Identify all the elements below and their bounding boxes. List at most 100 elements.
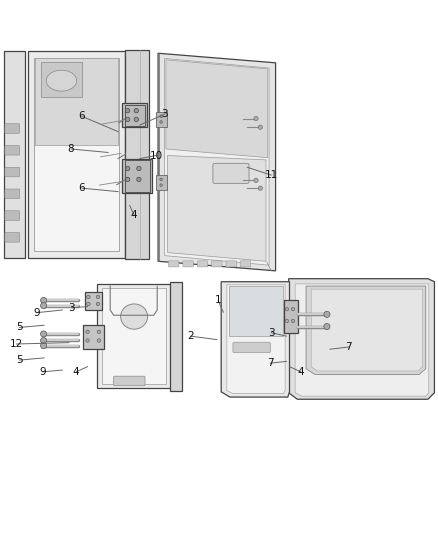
Circle shape: [86, 330, 89, 334]
Circle shape: [324, 324, 330, 329]
Text: 3: 3: [268, 328, 275, 337]
Polygon shape: [34, 58, 119, 251]
Circle shape: [97, 330, 101, 334]
Circle shape: [285, 319, 289, 322]
Ellipse shape: [46, 70, 77, 91]
Circle shape: [87, 302, 90, 305]
Polygon shape: [102, 288, 166, 384]
Polygon shape: [125, 50, 149, 259]
Text: 7: 7: [267, 358, 274, 368]
Text: 8: 8: [68, 144, 74, 154]
Polygon shape: [311, 289, 423, 371]
FancyBboxPatch shape: [5, 232, 20, 242]
Text: 4: 4: [131, 210, 138, 220]
Circle shape: [258, 186, 262, 190]
Text: 5: 5: [16, 355, 23, 365]
Polygon shape: [295, 284, 429, 396]
FancyBboxPatch shape: [5, 189, 20, 199]
Text: 3: 3: [161, 109, 168, 119]
Text: 7: 7: [346, 342, 352, 352]
Ellipse shape: [120, 304, 148, 329]
FancyBboxPatch shape: [5, 167, 20, 177]
Circle shape: [96, 302, 100, 305]
Circle shape: [125, 166, 130, 171]
Circle shape: [160, 120, 162, 123]
FancyBboxPatch shape: [156, 112, 167, 127]
Text: 6: 6: [78, 111, 85, 122]
Text: 4: 4: [73, 367, 80, 377]
Circle shape: [160, 184, 162, 187]
Circle shape: [291, 319, 295, 322]
Polygon shape: [4, 51, 25, 258]
Text: 6: 6: [78, 183, 85, 193]
FancyBboxPatch shape: [226, 261, 237, 267]
Circle shape: [160, 115, 162, 118]
Polygon shape: [35, 59, 118, 144]
Circle shape: [137, 177, 141, 182]
FancyBboxPatch shape: [156, 175, 167, 190]
FancyBboxPatch shape: [85, 292, 102, 310]
Polygon shape: [97, 284, 171, 389]
Polygon shape: [166, 60, 268, 158]
Text: 9: 9: [39, 367, 46, 377]
Polygon shape: [221, 282, 290, 397]
Circle shape: [137, 166, 141, 171]
Text: 12: 12: [10, 339, 23, 349]
FancyBboxPatch shape: [284, 300, 298, 333]
Polygon shape: [41, 62, 82, 97]
FancyBboxPatch shape: [124, 160, 150, 192]
Polygon shape: [229, 286, 283, 336]
Circle shape: [254, 178, 258, 182]
FancyBboxPatch shape: [197, 261, 208, 267]
FancyBboxPatch shape: [212, 261, 222, 267]
FancyBboxPatch shape: [169, 261, 179, 267]
Text: 1: 1: [215, 295, 222, 305]
Polygon shape: [170, 282, 182, 391]
Text: 10: 10: [149, 150, 162, 160]
Circle shape: [41, 331, 47, 337]
Circle shape: [125, 109, 130, 113]
Text: 4: 4: [297, 367, 304, 377]
Text: 11: 11: [265, 170, 278, 180]
Circle shape: [41, 337, 47, 344]
Circle shape: [125, 117, 130, 122]
Polygon shape: [168, 156, 266, 261]
FancyBboxPatch shape: [5, 124, 20, 133]
Polygon shape: [289, 279, 434, 399]
Text: 2: 2: [187, 331, 194, 341]
FancyBboxPatch shape: [83, 325, 104, 349]
Circle shape: [160, 178, 162, 181]
Circle shape: [41, 343, 47, 349]
FancyBboxPatch shape: [122, 103, 147, 127]
Circle shape: [258, 125, 262, 130]
Circle shape: [291, 308, 295, 311]
Text: 5: 5: [16, 322, 23, 333]
FancyBboxPatch shape: [5, 211, 20, 220]
Circle shape: [134, 109, 138, 113]
Circle shape: [134, 117, 138, 122]
Polygon shape: [165, 59, 269, 265]
FancyBboxPatch shape: [183, 261, 193, 267]
Circle shape: [254, 116, 258, 120]
Polygon shape: [158, 53, 276, 271]
FancyBboxPatch shape: [240, 261, 251, 267]
FancyBboxPatch shape: [213, 163, 249, 183]
Circle shape: [97, 339, 101, 342]
Circle shape: [86, 339, 89, 342]
Circle shape: [96, 295, 100, 298]
Circle shape: [41, 303, 47, 309]
FancyBboxPatch shape: [124, 105, 145, 126]
Circle shape: [125, 177, 130, 182]
Circle shape: [324, 311, 330, 318]
Polygon shape: [306, 286, 426, 375]
Circle shape: [285, 308, 289, 311]
Polygon shape: [28, 51, 125, 258]
Text: 3: 3: [69, 303, 75, 313]
FancyBboxPatch shape: [122, 158, 152, 193]
Text: 9: 9: [34, 308, 40, 318]
Polygon shape: [227, 285, 285, 393]
Circle shape: [87, 295, 90, 298]
FancyBboxPatch shape: [5, 146, 20, 155]
FancyBboxPatch shape: [114, 376, 145, 386]
Circle shape: [41, 297, 47, 303]
